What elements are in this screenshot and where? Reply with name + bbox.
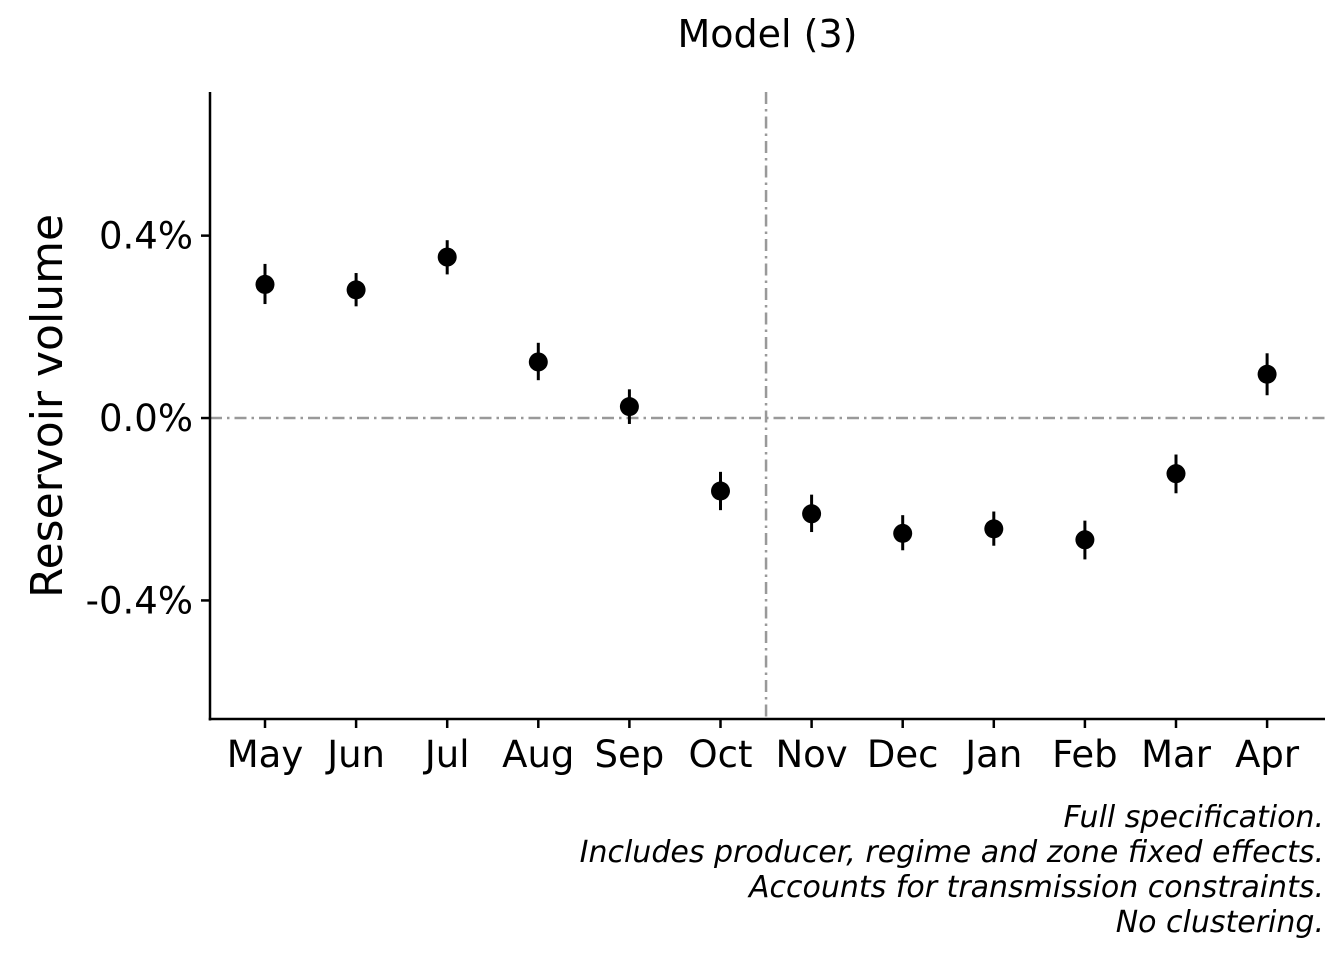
x-tick-label: Nov [775, 733, 847, 776]
data-point [1075, 530, 1095, 550]
data-point [802, 504, 822, 524]
data-point [1257, 364, 1277, 384]
y-axis-label: Reservoir volume [22, 214, 73, 598]
x-tick-label: Jul [423, 733, 470, 776]
data-point [893, 523, 913, 543]
y-tick-label: 0.4% [99, 215, 193, 258]
data-point [437, 247, 457, 267]
caption-line: No clustering. [1115, 905, 1324, 940]
data-point [346, 280, 366, 300]
y-tick-label: 0.0% [99, 397, 193, 440]
data-point [528, 352, 548, 372]
data-point [984, 519, 1004, 539]
data-point [255, 274, 275, 294]
data-point [1166, 464, 1186, 484]
x-tick-label: Sep [595, 733, 665, 776]
x-tick-label: Apr [1235, 733, 1300, 776]
x-tick-label: Aug [502, 733, 574, 776]
data-point [619, 397, 639, 417]
chart-caption: Full specification. Includes producer, r… [580, 800, 1324, 940]
data-point [711, 481, 730, 501]
caption-line: Full specification. [1063, 800, 1324, 835]
chart-title: Model (3) [677, 12, 858, 56]
x-tick-label: Mar [1141, 733, 1212, 776]
x-tick-label: Dec [867, 733, 939, 776]
x-tick-label: Feb [1052, 733, 1118, 776]
x-tick-label: May [227, 733, 304, 776]
y-tick-label: -0.4% [86, 579, 193, 622]
x-tick-label: Oct [689, 733, 753, 776]
x-tick-label: Jan [963, 733, 1022, 776]
x-tick-label: Jun [325, 733, 385, 776]
caption-line: Includes producer, regime and zone fixed… [579, 835, 1324, 870]
caption-line: Accounts for transmission constraints. [748, 870, 1324, 905]
